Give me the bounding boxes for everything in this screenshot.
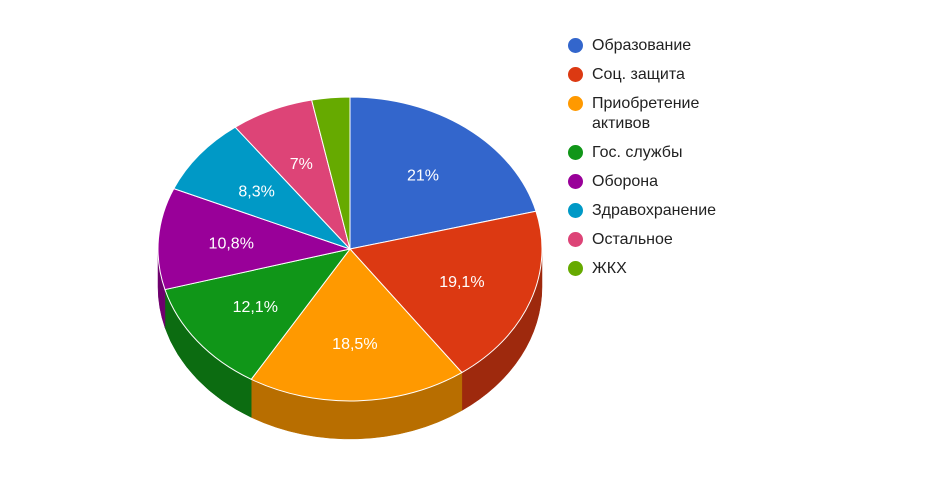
legend-label: Соц. защита [592,66,685,83]
legend-label: Оборона [592,173,659,190]
legend-item: Приобретение активов [568,94,768,134]
slice-label-0: 21% [407,168,439,185]
pie-slice-5 [173,126,351,250]
legend-swatch [568,261,583,276]
legend-swatch [568,203,583,218]
pie-slice-0 [349,96,537,250]
legend-item: Гос. службы [568,143,768,163]
legend-item: Оборона [568,172,768,192]
legend-label: Гос. службы [592,144,683,161]
pie-chart: 21% 19,1% 18,5% 12,1% 10,8% 8,3% 7% [157,96,543,440]
slice-label-1: 19,1% [439,274,484,291]
slice-label-3: 12,1% [233,299,278,316]
legend-swatch [568,96,583,111]
legend-swatch [568,38,583,53]
legend-label: ЖКХ [592,260,627,277]
legend-item: Соц. защита [568,65,768,85]
legend-item: Образование [568,36,768,56]
slice-label-5: 8,3% [238,184,274,201]
slice-label-6: 7% [290,156,313,173]
legend-swatch [568,67,583,82]
legend-swatch [568,232,583,247]
legend-label: Приобретение активов [592,95,700,132]
legend-swatch [568,145,583,160]
legend-label: Образование [592,37,692,54]
legend-item: Здравохранение [568,201,768,221]
pie-slice-2 [250,248,463,402]
legend-swatch [568,174,583,189]
legend-item: ЖКХ [568,259,768,279]
slice-label-4: 10,8% [209,235,254,252]
legend-label: Остальное [592,231,673,248]
pie-slice-4 [157,188,352,291]
chart-legend: Образование Соц. защита Приобретение активо… [568,36,768,288]
slice-label-2: 18,5% [332,336,377,353]
pie-chart-svg: 21% 19,1% 18,5% 12,1% 10,8% 8,3% 7% [157,96,543,440]
pie-slice-1 [349,210,543,374]
legend-item: Остальное [568,230,768,250]
legend-label: Здравохранение [592,202,717,219]
pie-slice-3 [164,248,352,380]
pie-slice-7 [311,96,351,250]
